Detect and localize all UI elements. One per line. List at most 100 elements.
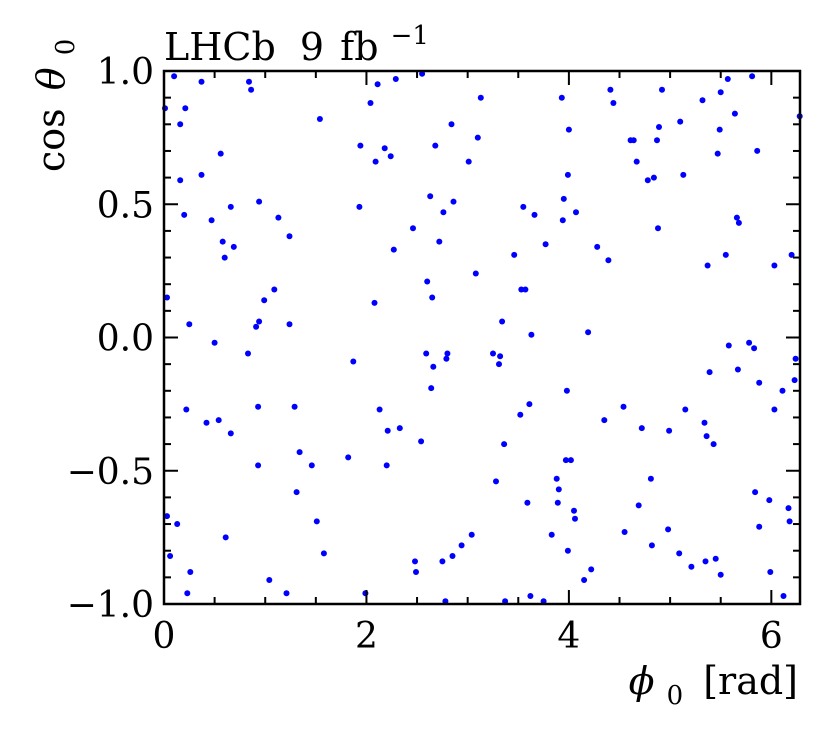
data-point-129 (585, 329, 592, 336)
data-point-104 (522, 286, 529, 293)
data-point-109 (531, 211, 538, 218)
data-point-114 (554, 499, 561, 506)
data-point-187 (771, 406, 778, 413)
data-point-82 (443, 355, 450, 362)
data-point-83 (444, 350, 451, 357)
data-point-170 (722, 251, 729, 258)
data-point-149 (656, 124, 662, 130)
data-point-194 (792, 355, 799, 362)
data-point-30 (253, 323, 260, 330)
data-point-87 (458, 542, 465, 549)
data-point-106 (526, 401, 533, 408)
data-point-52 (357, 142, 364, 149)
data-point-119 (562, 457, 569, 464)
data-point-77 (432, 142, 439, 149)
data-point-130 (588, 566, 595, 573)
experiment-name: LHCb (164, 25, 276, 69)
data-point-147 (654, 137, 660, 144)
data-point-124 (567, 457, 574, 464)
data-point-54 (367, 100, 374, 106)
data-point-118 (560, 195, 567, 202)
data-point-62 (387, 153, 394, 160)
data-point-24 (227, 430, 234, 437)
data-point-48 (320, 550, 327, 557)
data-point-189 (780, 593, 787, 599)
y-axis-label: cos θ 0 (29, 39, 81, 172)
plot-frame (162, 69, 802, 606)
data-point-152 (666, 427, 673, 434)
x-label-symbol: ϕ (629, 659, 655, 703)
data-point-163 (706, 369, 713, 376)
data-point-174 (733, 214, 740, 221)
y-tick-label-2: 0.0 (97, 319, 154, 360)
data-point-76 (430, 363, 437, 370)
data-point-160 (702, 558, 709, 565)
data-point-74 (428, 385, 435, 392)
data-point-113 (553, 475, 560, 482)
y-tick-label-4: 1.0 (97, 52, 154, 93)
data-point-31 (255, 403, 262, 410)
data-point-107 (527, 593, 534, 599)
data-point-79 (439, 558, 446, 565)
data-point-28 (245, 350, 251, 357)
data-point-64 (392, 76, 399, 82)
data-point-51 (356, 203, 363, 210)
data-point-102 (518, 286, 525, 293)
data-point-100 (511, 251, 518, 258)
data-point-8 (181, 211, 188, 218)
data-point-29 (248, 86, 255, 93)
tick-labels: 0 2 4 6 −1.0 −0.5 0.0 0.5 1.0 (67, 52, 783, 657)
data-point-26 (230, 243, 237, 250)
data-point-127 (573, 209, 579, 216)
data-point-166 (714, 150, 721, 157)
data-point-126 (572, 515, 578, 522)
data-point-47 (316, 116, 323, 122)
data-point-122 (564, 171, 571, 178)
data-point-80 (440, 209, 447, 216)
data-point-61 (384, 427, 391, 434)
data-point-84 (448, 121, 455, 128)
data-point-155 (680, 171, 687, 178)
y-label-subscript: 0 (51, 39, 81, 56)
data-point-112 (548, 531, 555, 538)
data-point-78 (436, 238, 443, 245)
y-label-prefix: cos (29, 108, 73, 172)
data-point-175 (734, 366, 741, 373)
data-point-180 (752, 489, 759, 496)
data-point-57 (374, 81, 381, 88)
data-point-73 (427, 193, 434, 200)
data-point-42 (291, 403, 298, 410)
data-point-101 (517, 411, 524, 418)
data-point-168 (717, 571, 724, 578)
data-point-1 (164, 294, 170, 301)
data-point-49 (345, 454, 352, 461)
data-point-11 (184, 590, 191, 597)
data-point-38 (275, 214, 282, 221)
data-point-137 (621, 529, 628, 535)
data-point-105 (524, 499, 531, 506)
data-point-153 (676, 550, 683, 557)
x-tick-label-1: 2 (355, 616, 378, 657)
data-point-125 (571, 507, 577, 514)
data-point-158 (699, 97, 706, 104)
y-tick-label-3: 0.5 (97, 185, 154, 226)
data-point-3 (167, 553, 174, 559)
luminosity-exponent: −1 (391, 21, 429, 51)
data-point-139 (630, 137, 637, 144)
data-point-34 (256, 198, 263, 205)
x-tick-label-0: 0 (153, 616, 176, 657)
data-point-176 (735, 219, 742, 226)
x-label-unit: [rad] (703, 659, 798, 703)
data-point-40 (286, 233, 293, 240)
data-point-157 (688, 563, 695, 570)
data-point-120 (563, 387, 570, 394)
data-point-19 (215, 417, 222, 424)
data-point-115 (555, 486, 562, 493)
data-point-44 (296, 449, 303, 456)
data-point-159 (701, 419, 708, 426)
data-point-193 (791, 377, 798, 384)
data-point-121 (564, 547, 571, 554)
data-point-36 (266, 577, 273, 583)
data-point-192 (788, 251, 795, 258)
